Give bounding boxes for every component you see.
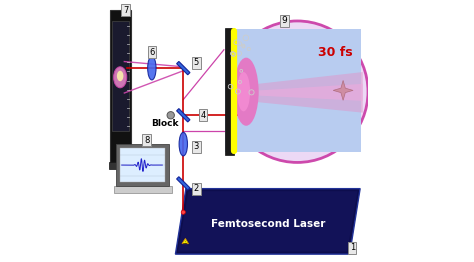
Bar [177, 109, 190, 122]
Text: 9: 9 [281, 17, 287, 25]
Text: Femtosecond Laser: Femtosecond Laser [211, 219, 326, 229]
Text: 2: 2 [194, 184, 199, 193]
Ellipse shape [117, 71, 123, 81]
Bar [225, 29, 362, 152]
Bar [110, 10, 131, 162]
Text: ⚠: ⚠ [183, 240, 188, 245]
Bar [225, 28, 234, 155]
Circle shape [227, 21, 368, 162]
Text: 5: 5 [194, 58, 199, 67]
Text: Block: Block [151, 119, 179, 128]
Polygon shape [258, 72, 363, 113]
Bar [112, 21, 129, 131]
Text: 6: 6 [149, 48, 155, 57]
Bar [117, 144, 169, 186]
Bar [109, 162, 135, 169]
Text: 1: 1 [350, 243, 355, 252]
Ellipse shape [234, 58, 259, 126]
Ellipse shape [114, 67, 127, 88]
Polygon shape [259, 84, 363, 101]
Polygon shape [175, 189, 360, 254]
Text: 8: 8 [144, 136, 149, 145]
Bar [114, 186, 172, 193]
Bar [119, 148, 165, 182]
Text: 7: 7 [123, 6, 128, 15]
Ellipse shape [148, 56, 156, 80]
Text: 30 fs: 30 fs [318, 46, 353, 59]
Polygon shape [182, 238, 189, 244]
Circle shape [181, 210, 185, 214]
Ellipse shape [179, 132, 188, 156]
Bar [177, 177, 190, 190]
Circle shape [167, 112, 174, 119]
Text: 4: 4 [201, 111, 206, 120]
Text: 3: 3 [194, 142, 199, 151]
Polygon shape [333, 80, 353, 100]
Ellipse shape [237, 72, 250, 111]
Bar [177, 62, 190, 75]
Polygon shape [178, 191, 357, 252]
